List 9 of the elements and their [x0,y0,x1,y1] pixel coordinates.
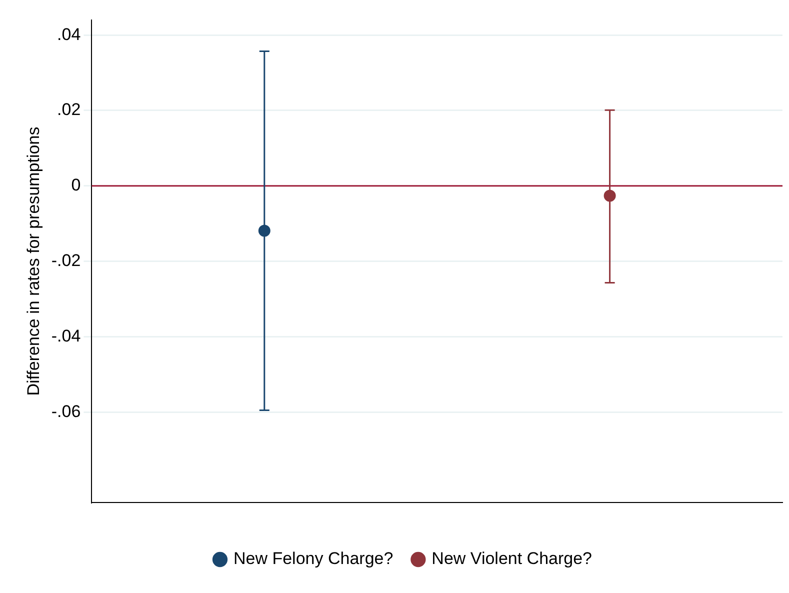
y-tick-label: -.02 [51,250,81,270]
y-tick-label: .02 [57,100,81,120]
y-axis-title: Difference in rates for presumptions [24,126,43,396]
y-tick-label: -.04 [51,326,81,346]
legend-label: New Violent Charge? [432,549,592,568]
y-tick-label: .04 [57,24,81,44]
y-tick-label: -.06 [51,402,81,421]
legend-label: New Felony Charge? [233,549,394,568]
y-tick-label: 0 [71,176,81,195]
